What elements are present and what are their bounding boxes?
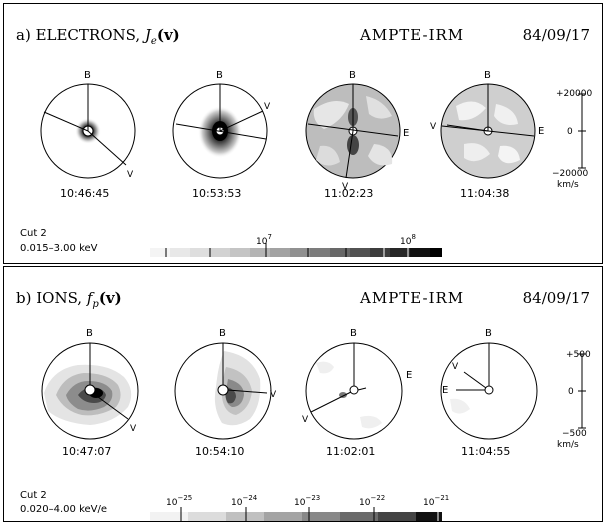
v-label: V	[270, 390, 277, 400]
b-label: B	[216, 70, 223, 81]
v-label: V	[127, 170, 134, 180]
panel-title: b) IONS, fp(v)	[16, 289, 122, 310]
velocity-plot-4: B E V 11:04:38	[430, 70, 544, 200]
velocity-scale: +500 0 −500 km/s	[557, 350, 591, 450]
colorbar-label-2: 108	[400, 233, 416, 247]
panel-title: a) ELECTRONS, Je(v)	[16, 26, 180, 47]
b-label: B	[84, 70, 91, 81]
velocity-plot-2: B V 10:54:10	[174, 328, 277, 458]
colorbar: 107 108	[150, 233, 442, 257]
b-label: B	[485, 328, 492, 339]
colorbar-label-1: 107	[256, 233, 272, 247]
v-label: V	[342, 182, 349, 192]
scale-unit: km/s	[557, 180, 579, 190]
velocity-plot-1: B V 10:47:07	[41, 328, 139, 458]
scale-bottom: −500	[562, 429, 587, 439]
b-label: B	[219, 328, 226, 339]
mission-name: AMPTE-IRM	[360, 289, 465, 307]
scale-bottom: −20000	[552, 169, 588, 179]
electron-distribution-figure: B V 10:46:45 B V 10:53:53	[40, 70, 592, 257]
cut-label: Cut 2	[20, 228, 47, 239]
date-label: 84/09/17	[522, 26, 590, 44]
e-label: E	[403, 128, 409, 139]
time-label: 11:02:01	[326, 445, 375, 458]
velocity-plot-4: B E V 11:04:55	[440, 328, 538, 458]
v-label: V	[264, 102, 271, 112]
colorbar-label-3: 10−23	[294, 494, 320, 508]
e-label: E	[538, 126, 544, 137]
v-label: V	[302, 415, 309, 425]
b-label: B	[86, 328, 93, 339]
time-label: 11:02:23	[324, 187, 373, 200]
time-label: 10:53:53	[192, 187, 241, 200]
scale-top: +20000	[556, 89, 592, 99]
scale-unit: km/s	[557, 440, 579, 450]
time-label: 11:04:55	[461, 445, 510, 458]
colorbar-label-4: 10−22	[359, 494, 385, 508]
velocity-plot-2: B V 10:53:53	[172, 70, 271, 200]
ion-distribution-figure: B V 10:47:07 B V 10:54:10	[41, 328, 591, 521]
v-label: V	[452, 362, 459, 372]
time-label: 10:47:07	[62, 445, 111, 458]
cut-label: Cut 2	[20, 490, 47, 501]
colorbar-label-5: 10−21	[423, 494, 449, 508]
velocity-plot-3: B E V 11:02:23	[305, 70, 409, 200]
scale-mid: 0	[568, 387, 574, 397]
velocity-scale: +20000 0 −20000 km/s	[552, 89, 592, 190]
electrons-panel: a) ELECTRONS, Je(v) AMPTE-IRM 84/09/17	[3, 3, 603, 264]
energy-range: 0.020–4.00 keV/e	[20, 504, 108, 515]
time-label: 10:54:10	[195, 445, 244, 458]
v-label: V	[130, 424, 137, 434]
b-label: B	[350, 328, 357, 339]
v-label: V	[430, 122, 437, 132]
mission-name: AMPTE-IRM	[360, 26, 465, 44]
b-label: B	[484, 70, 491, 81]
velocity-plot-3: B E V 11:02:01	[302, 328, 412, 458]
e-label: E	[406, 370, 412, 381]
colorbar-label-2: 10−24	[231, 494, 258, 508]
colorbar: 10−25 10−24 10−23 10−22 10−21	[150, 494, 449, 521]
time-label: 11:04:38	[460, 187, 509, 200]
scale-mid: 0	[567, 127, 573, 137]
e-label: E	[442, 385, 448, 396]
energy-range: 0.015–3.00 keV	[20, 243, 98, 254]
date-label: 84/09/17	[522, 289, 590, 307]
b-label: B	[349, 70, 356, 81]
time-label: 10:46:45	[60, 187, 109, 200]
colorbar-label-1: 10−25	[166, 494, 192, 508]
ions-panel: b) IONS, fp(v) AMPTE-IRM 84/09/17 B V 10…	[3, 266, 603, 522]
scale-top: +500	[566, 350, 591, 360]
velocity-plot-1: B V 10:46:45	[40, 70, 136, 200]
